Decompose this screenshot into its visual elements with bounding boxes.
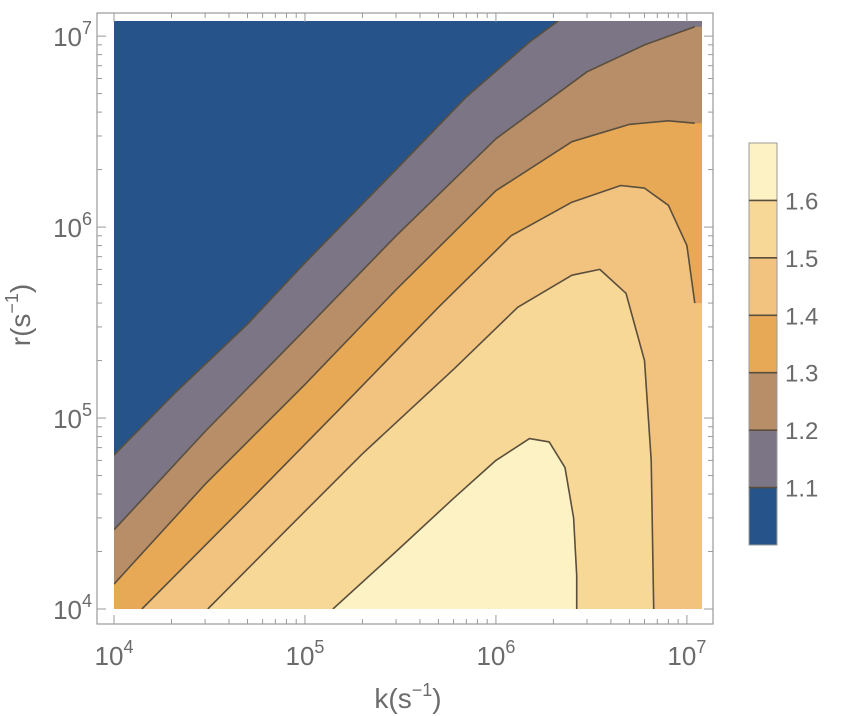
region-level-1.6 — [207, 269, 702, 609]
y-axis-label-superscript: −1 — [2, 293, 22, 314]
y-axis-label: r(s−1) — [2, 284, 36, 347]
contour-line-1.6 — [332, 437, 578, 609]
legend-label: 1.5 — [785, 246, 818, 273]
legend-swatch-1.5 — [749, 257, 777, 316]
x-tick-label: 107 — [667, 637, 706, 671]
x-tick-label: 104 — [95, 637, 134, 671]
legend-swatch-1.1 — [749, 487, 777, 545]
legend-swatch-1.2 — [749, 430, 777, 488]
y-tick-label: 104 — [53, 591, 92, 625]
contour-line-1.4 — [141, 184, 696, 609]
y-tick-label: 105 — [53, 400, 92, 434]
y-axis-label-base: r(s — [5, 314, 36, 347]
legend-frame — [748, 142, 778, 546]
legend-label: 1.2 — [785, 418, 818, 445]
y-tick-label: 107 — [53, 18, 92, 52]
legend-label: 1.4 — [785, 303, 818, 330]
legend-swatch-1.4 — [749, 315, 777, 373]
legend-label: 1.3 — [785, 361, 818, 388]
legend: 1.1 1.2 1.3 1.4 1.5 1.6 — [748, 142, 818, 546]
contour-line-1.1 — [114, 21, 559, 456]
legend-label: 1.6 — [785, 188, 818, 215]
x-axis-ticks: 104 105 106 107 — [95, 13, 706, 671]
region-level-1.7 — [332, 438, 702, 609]
region-level-1.1 — [114, 21, 559, 456]
contour-line-1.2 — [114, 25, 696, 531]
x-axis-label: k(s−1) — [374, 680, 441, 714]
x-axis-label-base: k(s — [374, 683, 411, 714]
x-axis-label-close: ) — [432, 683, 441, 714]
x-axis-label-superscript: −1 — [412, 680, 433, 700]
plot-frame — [96, 12, 714, 625]
y-axis-label-close: ) — [5, 284, 36, 293]
contour-line-1.5 — [207, 268, 655, 609]
y-axis-ticks: 104 105 106 107 — [53, 18, 713, 625]
contour-line-1.3 — [114, 120, 695, 585]
x-tick-label: 105 — [285, 637, 324, 671]
axis-frame — [96, 12, 714, 625]
legend-swatch-1.6 — [749, 200, 777, 258]
legend-label: 1.1 — [785, 476, 818, 503]
y-tick-label: 106 — [53, 209, 92, 243]
contour-lines — [114, 21, 696, 609]
plot-area — [114, 21, 702, 609]
legend-swatch-1.7 — [749, 143, 777, 201]
x-tick-label: 106 — [476, 637, 515, 671]
legend-swatch-1.3 — [749, 372, 777, 431]
contour-fills — [114, 21, 702, 609]
